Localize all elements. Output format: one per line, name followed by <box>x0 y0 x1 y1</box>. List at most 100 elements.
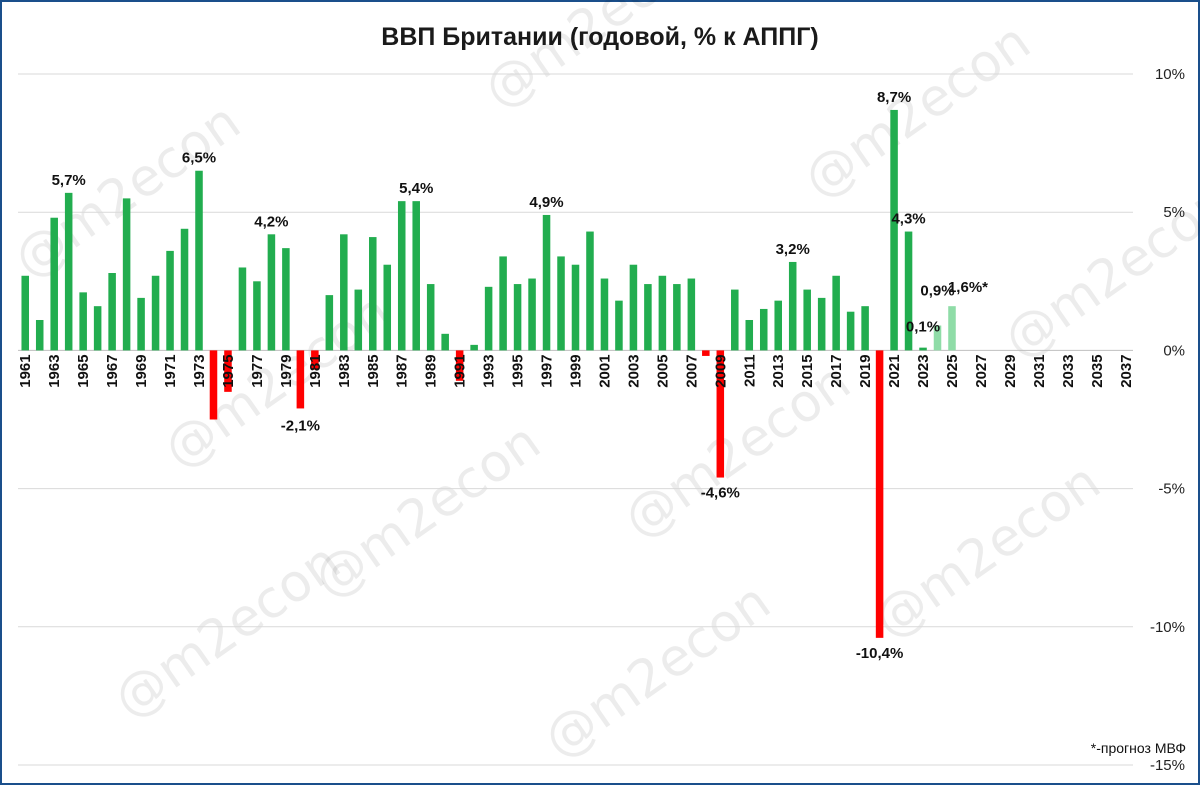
x-tick-label: 1979 <box>278 354 295 387</box>
x-tick-label: 1963 <box>46 354 63 387</box>
bar-1978 <box>267 234 276 351</box>
bar-1983 <box>340 234 348 351</box>
bars <box>21 109 956 638</box>
data-label-1997: 4,9% <box>529 194 563 211</box>
bar-1990 <box>441 333 449 351</box>
data-label-2009: -4,6% <box>701 485 740 502</box>
x-tick-label: 2009 <box>712 354 729 387</box>
bar-1974 <box>209 350 218 420</box>
x-tick-label: 1961 <box>17 354 34 387</box>
x-axis: 1961 1963 1965 1967 1969 1971 1973 1975 1977 1979… <box>17 354 1135 387</box>
bar-1998 <box>557 256 565 351</box>
x-tick-label: 2005 <box>654 354 671 387</box>
bar-2011 <box>745 319 754 351</box>
data-label-1964: 5,7% <box>52 172 86 189</box>
x-tick-label: 2033 <box>1060 354 1077 387</box>
x-tick-label: 1987 <box>394 354 411 387</box>
x-tick-label: 1991 <box>452 354 469 387</box>
y-tick-label: -15% <box>1150 757 1185 774</box>
x-tick-label: 1985 <box>365 354 382 387</box>
bar-1997 <box>542 214 551 351</box>
x-tick-label: 1995 <box>510 354 527 387</box>
bar-1967 <box>108 273 116 351</box>
bar-2024 <box>933 325 942 351</box>
bar-2022 <box>904 231 913 351</box>
bar-2025 <box>948 306 956 351</box>
bar-2000 <box>586 231 594 351</box>
bar-2004 <box>644 284 652 351</box>
bar-1992 <box>470 344 478 351</box>
y-tick-label: -5% <box>1158 481 1185 498</box>
data-label-2025: 1,6%* <box>948 279 988 296</box>
bar-1969 <box>137 297 145 351</box>
x-tick-label: 1989 <box>423 354 440 387</box>
bar-1993 <box>484 286 493 351</box>
bar-1976 <box>238 267 247 351</box>
x-tick-label: 2007 <box>683 354 700 387</box>
x-tick-label: 2023 <box>915 354 932 387</box>
bar-1965 <box>79 292 87 351</box>
bar-2005 <box>658 275 667 351</box>
x-tick-label: 1969 <box>133 354 150 387</box>
bar-1987 <box>397 201 406 351</box>
x-tick-label: 2031 <box>1031 354 1048 387</box>
bar-2023 <box>919 347 927 351</box>
bar-1970 <box>151 275 160 351</box>
bar-1977 <box>253 281 261 351</box>
bar-1980 <box>296 350 305 409</box>
bar-1996 <box>528 278 536 351</box>
footnote: *-прогноз МВФ <box>1090 740 1186 756</box>
bar-2010 <box>731 289 739 351</box>
data-label-2023: 0,1% <box>906 319 940 336</box>
y-tick-label: -10% <box>1150 619 1185 636</box>
gridlines <box>18 73 1133 766</box>
chart-title: ВВП Британии (годовой, % к АППГ) <box>381 23 818 51</box>
bar-2009 <box>716 350 725 478</box>
data-label-1988: 5,4% <box>399 180 433 197</box>
bar-1985 <box>369 237 377 351</box>
x-tick-label: 1965 <box>75 354 92 387</box>
x-tick-label: 2011 <box>741 354 758 387</box>
data-label-2021: 8,7% <box>877 89 911 106</box>
bar-1964 <box>64 192 73 351</box>
bar-2002 <box>615 300 623 351</box>
y-axis: 10% 5% 0% -5% -10% -15% <box>1150 66 1185 774</box>
bar-1968 <box>122 198 131 351</box>
watermark-text: @m2econ <box>103 532 351 731</box>
bar-1963 <box>50 217 58 351</box>
x-tick-label: 1973 <box>191 354 208 387</box>
bar-1973 <box>195 170 203 351</box>
bar-2007 <box>687 278 696 351</box>
y-tick-label: 5% <box>1163 204 1185 221</box>
watermark-text: @m2econ <box>473 0 721 121</box>
bar-1972 <box>180 228 189 351</box>
watermark-text: @m2econ <box>863 452 1111 651</box>
x-tick-label: 2001 <box>596 354 613 387</box>
bar-1995 <box>513 284 522 351</box>
bar-1975 <box>224 350 232 392</box>
bar-2017 <box>832 275 840 351</box>
watermark-text: @m2econ <box>993 172 1200 371</box>
bar-1991 <box>455 350 464 381</box>
y-tick-label: 10% <box>1155 66 1185 83</box>
data-label-1978: 4,2% <box>254 213 288 230</box>
x-tick-label: 2027 <box>973 354 990 387</box>
bar-1989 <box>426 284 435 351</box>
bar-1966 <box>93 306 102 351</box>
x-tick-label: 1967 <box>104 354 121 387</box>
x-tick-label: 1993 <box>481 354 498 387</box>
x-tick-label: 2037 <box>1118 354 1135 387</box>
watermark-text: @m2econ <box>793 12 1041 211</box>
watermark-text: @m2econ <box>533 572 781 771</box>
x-tick-label: 1975 <box>220 354 237 387</box>
bar-1961 <box>21 275 30 351</box>
data-label-2022: 4,3% <box>891 211 925 228</box>
x-tick-label: 2015 <box>799 354 816 387</box>
bar-2013 <box>774 300 782 351</box>
x-tick-label: 2019 <box>857 354 874 387</box>
bar-2020 <box>875 350 884 638</box>
bar-2006 <box>673 284 681 351</box>
x-tick-label: 1971 <box>162 354 179 387</box>
